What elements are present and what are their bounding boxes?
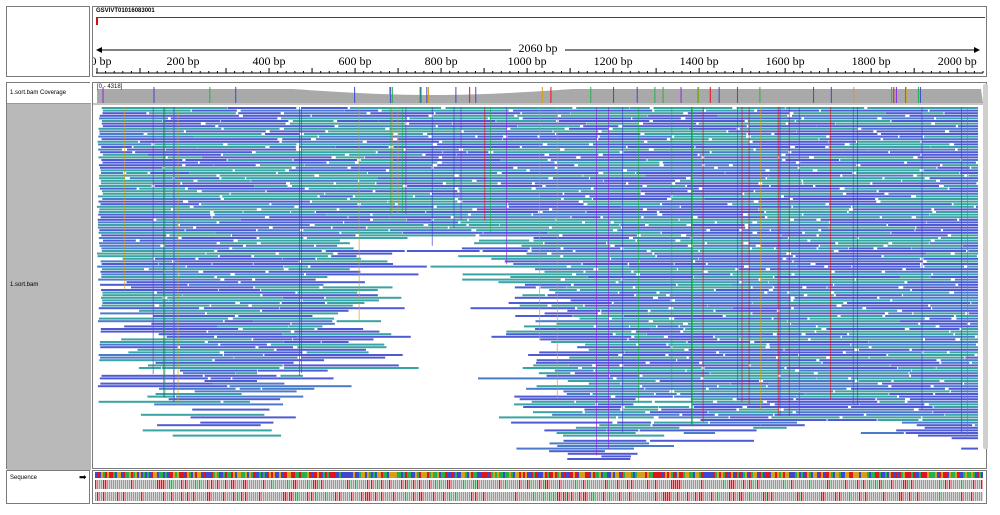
mismatch-columns [124, 107, 968, 456]
sequence-track-label: Sequence [10, 475, 38, 481]
alignment-panel[interactable]: [0 - 4318] [92, 82, 987, 469]
vertical-scrollbar[interactable] [983, 84, 988, 449]
coverage-range: [0 - 4318] [97, 84, 123, 90]
ruler-tick-label: 1800 bp [852, 54, 891, 68]
alignment-view[interactable] [93, 83, 987, 469]
locus-marker [96, 17, 98, 25]
header-blank-box [6, 6, 90, 77]
coverage-track-label-box[interactable]: 1.sort.bam Coverage [7, 83, 91, 104]
ruler-panel[interactable]: GSVIVT01016083001 2060 bp 0 bp 200 bp 400 b… [92, 6, 987, 77]
ruler-tick-label: 2000 bp [938, 54, 977, 68]
ruler-tick-label: 1400 bp [680, 54, 719, 68]
reads-track-label: 1.sort.bam [10, 282, 39, 288]
span-right-arrow [974, 47, 980, 53]
sequence-panel [92, 470, 987, 504]
ruler-tick-label: 200 bp [167, 54, 200, 68]
span-label: 2060 bp [519, 41, 558, 55]
ruler-tick-label: 400 bp [253, 54, 286, 68]
ruler-tick-label: 0 bp [93, 54, 112, 68]
strand-arrow-icon[interactable]: ➡ [79, 472, 87, 482]
track-name-panel: 1.sort.bam Coverage 1.sort.bam [6, 82, 91, 470]
span-left-arrow [96, 47, 102, 53]
ruler-tick-label: 800 bp [425, 54, 458, 68]
sequence-label-box[interactable]: Sequence ➡ [6, 470, 90, 504]
ruler-tick-label: 1600 bp [766, 54, 805, 68]
ruler-tick-label: 1200 bp [594, 54, 633, 68]
ruler: 2060 bp 0 bp 200 bp 400 bp 600 bp 800 bp 1000 … [93, 17, 985, 74]
ruler-tick-label: 1000 bp [508, 54, 547, 68]
coverage-area [97, 89, 983, 103]
gene-name: GSVIVT01016083001 [96, 8, 155, 14]
reads-track-label-box[interactable]: 1.sort.bam [7, 104, 91, 470]
coverage-track-label: 1.sort.bam Coverage [10, 90, 67, 96]
read-pileup [97, 107, 978, 460]
ruler-tick-label: 600 bp [339, 54, 372, 68]
sequence-track [95, 472, 983, 501]
